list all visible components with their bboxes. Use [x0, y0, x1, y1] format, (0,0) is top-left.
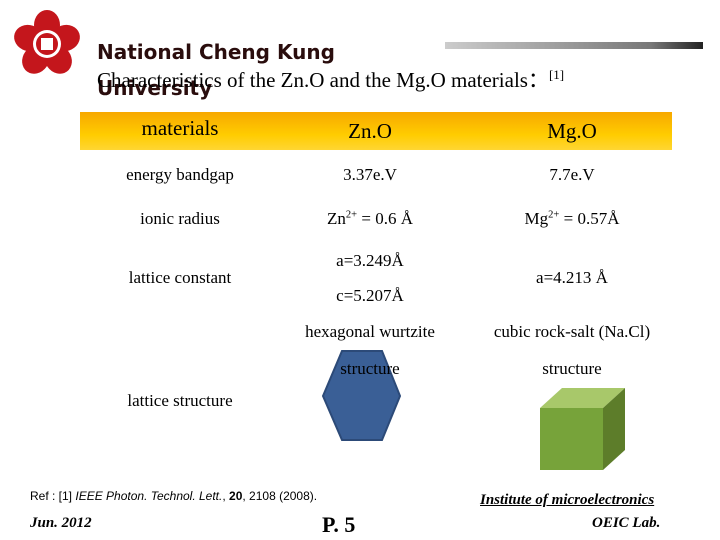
- header-rule: [445, 42, 703, 49]
- date: Jun. 2012: [30, 515, 92, 531]
- cell: cubic rock-salt (Na.Cl): [493, 322, 651, 341]
- cell: structure: [340, 359, 400, 378]
- ref-volume: 20: [229, 489, 243, 503]
- element: Zn: [327, 209, 346, 228]
- reference: Ref : [1] IEEE Photon. Technol. Lett., 2…: [30, 489, 317, 503]
- slide-title: Characteristics of the Zn.O and the Mg.O…: [97, 64, 564, 94]
- ref-sep: ,: [222, 489, 230, 503]
- lab: OEIC Lab.: [592, 515, 661, 531]
- institution: National Cheng Kung University: [97, 40, 335, 100]
- element: Mg: [524, 209, 549, 228]
- row-label: ionic radius: [140, 209, 220, 228]
- hexagon-icon: [321, 350, 402, 441]
- table-header-bg: [80, 112, 672, 150]
- charge: 2+: [548, 209, 560, 221]
- radius: = 0.57Å: [559, 209, 620, 228]
- title-text: Characteristics of the Zn.O and the Mg.O…: [97, 68, 549, 92]
- row-label: lattice structure: [127, 391, 233, 410]
- ref-journal: IEEE Photon. Technol. Lett.: [75, 489, 223, 503]
- cell: structure: [542, 359, 602, 378]
- ref-pages: , 2108 (2008).: [242, 489, 318, 503]
- cell: c=5.207Å: [336, 286, 404, 305]
- header-cell: Zn.O: [348, 119, 392, 143]
- page-number: P. 5: [322, 512, 356, 537]
- cell: Zn2+ = 0.6 Å: [270, 209, 470, 229]
- cell: 7.7e.V: [549, 165, 595, 184]
- header-cell: materials: [141, 116, 219, 140]
- charge: 2+: [345, 209, 358, 221]
- ref-prefix: Ref : [1]: [30, 489, 76, 503]
- row-label: lattice constant: [128, 268, 232, 287]
- cell: hexagonal wurtzite: [305, 322, 435, 341]
- cell: 3.37e.V: [343, 165, 397, 184]
- radius: = 0.6 Å: [357, 209, 413, 228]
- cell: Mg2+ = 0.57Å: [472, 209, 672, 229]
- cube-icon: [540, 388, 625, 470]
- cell: a=4.213 Å: [536, 268, 608, 287]
- header-cell: Mg.O: [547, 119, 597, 143]
- row-label: energy bandgap: [126, 165, 234, 184]
- title-citation: [1]: [548, 67, 565, 82]
- institute: Institute of microelectronics: [480, 492, 655, 508]
- cell: a=3.249Å: [336, 251, 404, 270]
- logo: [14, 10, 80, 74]
